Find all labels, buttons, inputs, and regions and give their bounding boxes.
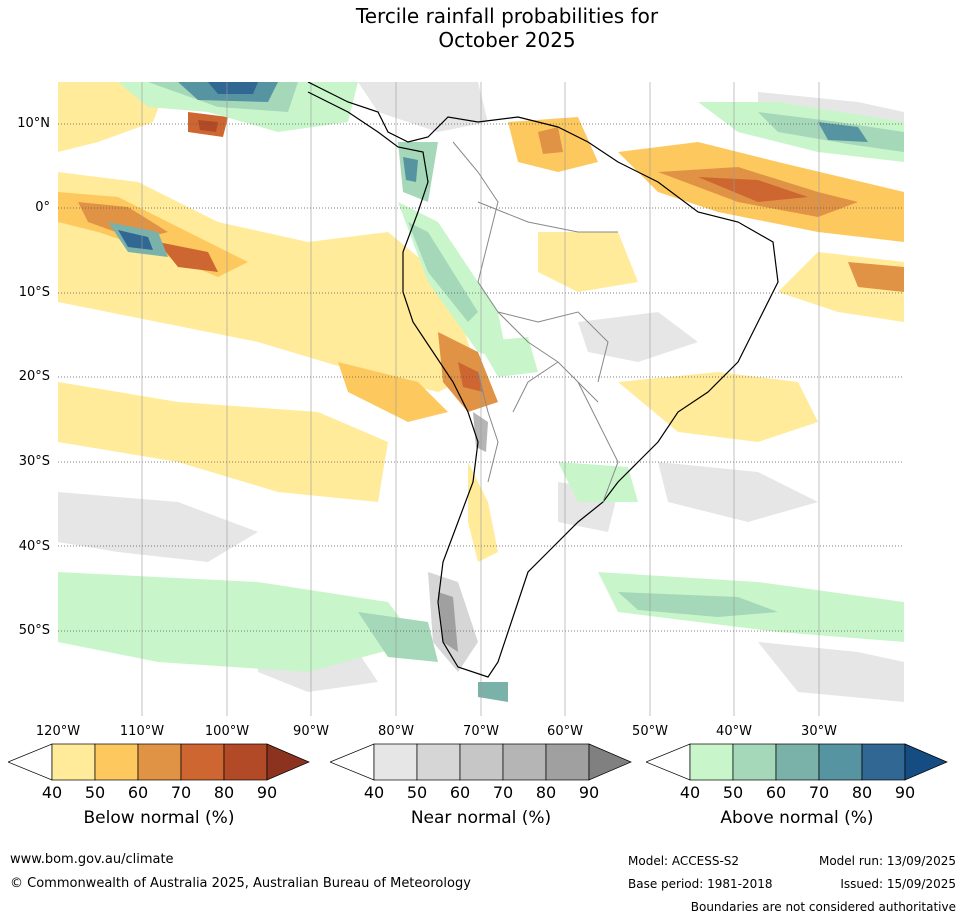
colorbar-tick: 90 [578,783,600,802]
lat-label: 10°N [17,116,50,131]
colorbar-segment [502,743,547,781]
colorbar-segment [775,743,820,781]
colorbar-segment [330,743,375,781]
colorbar-near-normal [330,743,632,781]
colorbar-segment [416,743,461,781]
colorbar-tick: 60 [449,783,471,802]
lat-label: 10°S [18,285,50,300]
colorbar-tick: 60 [127,783,149,802]
colorbar-tick: 90 [894,783,916,802]
lon-label: 60°W [547,724,583,739]
above-normal-field [58,82,904,702]
colorbar-segment [861,743,906,781]
colorbar-below-normal [8,743,310,781]
map-title: Tercile rainfall probabilities for Octob… [0,4,965,52]
copyright-text: © Commonwealth of Australia 2025, Austra… [10,876,471,891]
colorbar-segment [223,743,268,781]
colorbar-tick: 60 [765,783,787,802]
country-borders [452,141,619,503]
colorbar-segment [904,743,948,781]
lon-label: 80°W [378,724,414,739]
colorbar-tick: 90 [256,783,278,802]
lon-label: 40°W [716,724,752,739]
colorbar-tick: 80 [851,783,873,802]
lat-label: 40°S [18,539,50,554]
colorbar-title-above-normal: Above normal (%) [720,808,874,828]
map-canvas [58,82,904,716]
colorbar-segment [689,743,734,781]
lat-label: 30°S [18,454,50,469]
below-normal-field [58,82,904,562]
lon-label: 90°W [293,724,329,739]
issued-date: Issued: 15/09/2025 [840,877,956,891]
colorbar-tick: 80 [535,783,557,802]
forecast-map [58,82,904,716]
colorbar-tick: 50 [406,783,428,802]
colorbar-segment [94,743,139,781]
colorbar-segment [137,743,182,781]
title-line-1: Tercile rainfall probabilities for [355,4,659,28]
colorbar-above-normal [646,743,948,781]
base-period: Base period: 1981-2018 [628,877,773,891]
title-line-2: October 2025 [438,28,576,52]
colorbar-title-below-normal: Below normal (%) [83,808,235,828]
colorbar-tick: 50 [722,783,744,802]
model-run-date: Model run: 13/09/2025 [818,854,956,868]
lon-label: 30°W [801,724,837,739]
colorbar-segment [732,743,777,781]
boundaries-note: Boundaries are not considered authoritat… [690,900,956,914]
lat-label: 0° [35,200,50,215]
lon-label: 50°W [632,724,668,739]
model-name: Model: ACCESS-S2 [628,854,740,868]
colorbar-tick: 40 [41,783,63,802]
colorbar-segment [373,743,418,781]
lon-label: 110°W [119,724,165,739]
colorbar-segment [266,743,310,781]
longitude-gridlines [141,82,820,716]
website-link[interactable]: www.bom.gov.au/climate [10,852,174,867]
colorbar-segment [818,743,863,781]
colorbar-segment [646,743,691,781]
colorbar-segment [8,743,53,781]
colorbar-segment [51,743,96,781]
colorbar-segment [588,743,632,781]
lon-label: 70°W [463,724,499,739]
south-america-coastline [307,82,779,678]
colorbar-segment [180,743,225,781]
lat-label: 50°S [18,623,50,638]
lon-label: 120°W [35,724,81,739]
colorbar-title-near-normal: Near normal (%) [410,808,552,828]
colorbar-tick: 70 [170,783,192,802]
colorbar-tick: 40 [679,783,701,802]
lon-label: 100°W [204,724,250,739]
colorbar-tick: 50 [84,783,106,802]
colorbar-tick: 80 [213,783,235,802]
colorbar-tick: 40 [363,783,385,802]
lat-label: 20°S [18,369,50,384]
colorbar-tick: 70 [808,783,830,802]
colorbar-segment [459,743,504,781]
colorbar-tick: 70 [492,783,514,802]
colorbar-segment [545,743,590,781]
